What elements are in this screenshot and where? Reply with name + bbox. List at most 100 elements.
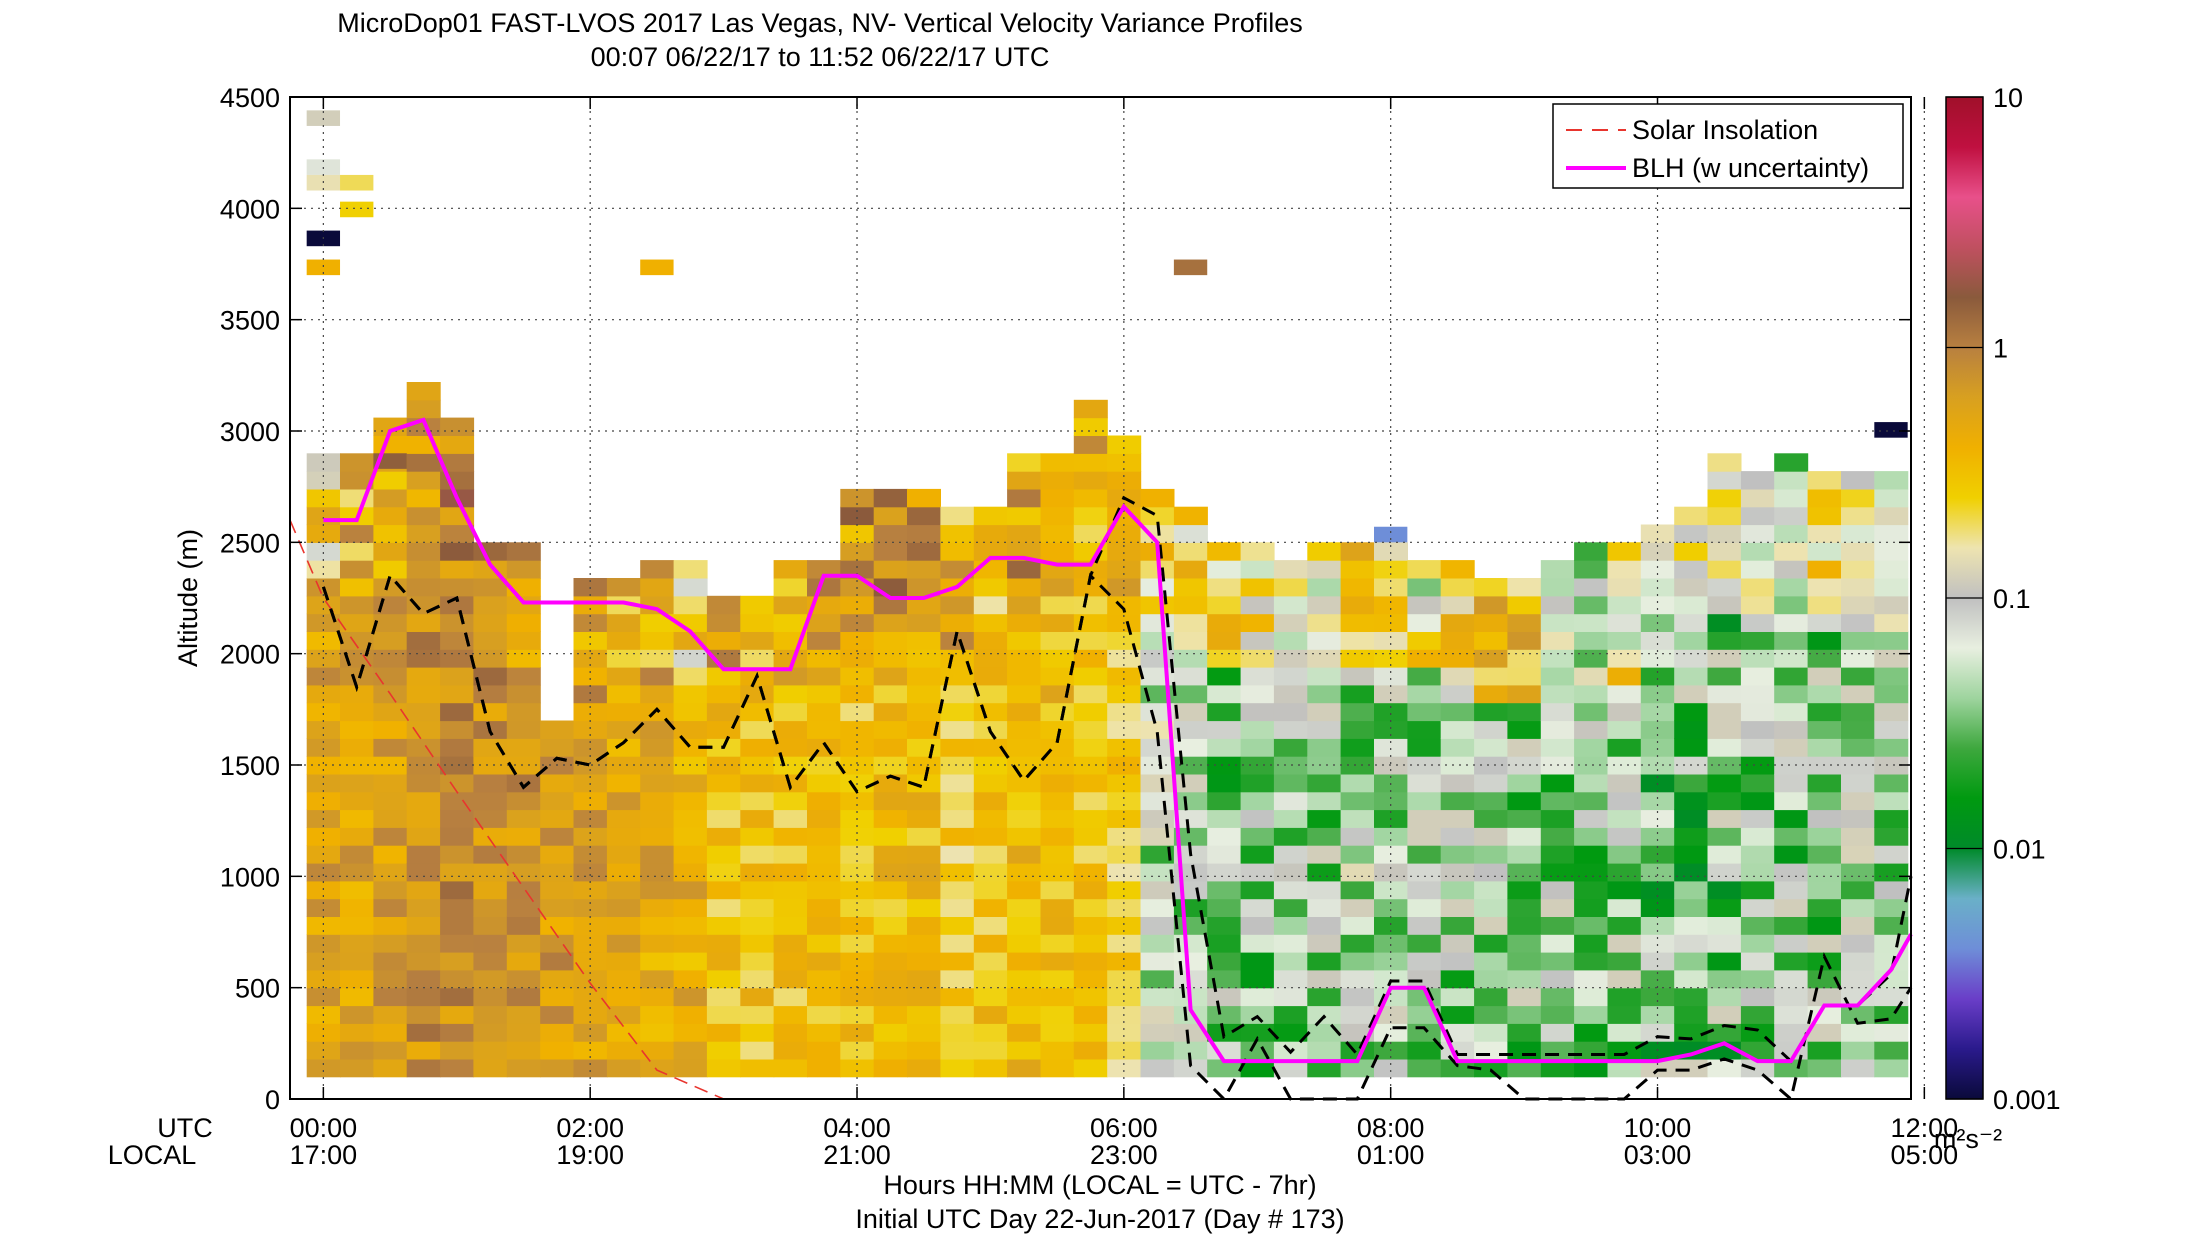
heatmap-cell (1674, 702, 1709, 722)
heatmap-cell (406, 969, 441, 989)
heatmap-cell (640, 827, 675, 846)
heatmap-cell (1707, 916, 1742, 935)
heatmap-cell (1674, 524, 1709, 543)
heatmap-cell (540, 952, 575, 971)
heatmap-cell (1307, 631, 1342, 650)
heatmap-cell (673, 845, 708, 864)
heatmap-cell (1140, 488, 1175, 508)
heatmap-cell (1507, 738, 1542, 757)
heatmap-cell (340, 471, 374, 490)
heatmap-cell (907, 916, 941, 935)
heatmap-cell (1540, 684, 1575, 704)
heatmap-cell (673, 773, 708, 793)
heatmap-cell (473, 987, 508, 1007)
heatmap-cell (1874, 560, 1909, 579)
heatmap-cell (1107, 738, 1142, 757)
y-tick-label: 0 (265, 1085, 280, 1115)
heatmap-cell (406, 738, 441, 757)
heatmap-cell (1374, 526, 1408, 543)
heatmap-cell (1140, 1023, 1175, 1042)
heatmap-cell (1607, 702, 1642, 722)
heatmap-cell (1640, 827, 1675, 846)
heatmap-cell (406, 453, 441, 472)
heatmap-cell (673, 1058, 708, 1078)
heatmap-cell (973, 809, 1008, 828)
heatmap-cell (1307, 773, 1342, 793)
heatmap-cell (1540, 578, 1575, 597)
heatmap-cell (1674, 827, 1709, 846)
heatmap-cell (1374, 542, 1408, 561)
heatmap-cell (873, 578, 908, 597)
heatmap-cell (940, 809, 975, 828)
heatmap-cell (1841, 791, 1875, 811)
heatmap-cell (1540, 631, 1575, 650)
heatmap-cell (1240, 667, 1275, 686)
heatmap-cell (440, 435, 475, 454)
heatmap-cell (1240, 560, 1275, 579)
heatmap-cell (1707, 1005, 1742, 1024)
heatmap-cell (1307, 667, 1342, 686)
heatmap-cell (1440, 863, 1475, 882)
heatmap-cell (873, 916, 908, 935)
heatmap-cell (1340, 613, 1375, 632)
heatmap-cell (907, 649, 941, 668)
heatmap-cell (406, 916, 441, 935)
heatmap-cell (1240, 916, 1275, 935)
heatmap-cell (1774, 578, 1809, 597)
heatmap-cell (373, 471, 408, 490)
heatmap-cell (606, 916, 641, 935)
heatmap-cell (406, 506, 441, 526)
heatmap-cell (1574, 560, 1609, 579)
heatmap-cell (1774, 560, 1809, 579)
heatmap-cell (606, 1005, 641, 1024)
heatmap-cell (1440, 631, 1475, 650)
heatmap-cell (706, 1058, 741, 1078)
heatmap-cell (1607, 756, 1642, 775)
heatmap-cell (640, 684, 675, 704)
heatmap-cell (1874, 1058, 1909, 1078)
heatmap-cell (706, 952, 741, 971)
heatmap-cell (640, 738, 675, 757)
heatmap-cell (706, 863, 741, 882)
heatmap-cell (1707, 649, 1742, 668)
heatmap-cell (673, 649, 708, 668)
heatmap-cell (1073, 471, 1108, 490)
heatmap-cell (1540, 952, 1575, 971)
heatmap-cell (473, 809, 508, 828)
heatmap-cell (606, 667, 641, 686)
heatmap-cell (1740, 488, 1775, 508)
blh-uncertainty-lower (321, 572, 1913, 1102)
heatmap-cell (1273, 738, 1308, 757)
heatmap-cell (573, 898, 608, 917)
heatmap-cell (840, 631, 875, 650)
y-tick-label: 4000 (220, 194, 280, 224)
heatmap-cell (1707, 667, 1742, 686)
heatmap-cell (1874, 756, 1909, 775)
heatmap-cell (1807, 595, 1842, 615)
heatmap-cell (1674, 667, 1709, 686)
heatmap-cell (706, 916, 741, 935)
heatmap-cell (1107, 702, 1142, 722)
heatmap-cell (1874, 1041, 1909, 1060)
heatmap-cell (406, 987, 441, 1007)
heatmap-cell (1007, 952, 1042, 971)
heatmap-cell (1140, 898, 1175, 917)
heatmap-cell (306, 756, 341, 775)
heatmap-cell (306, 259, 341, 276)
heatmap-cell (1640, 560, 1675, 579)
heatmap-cell (1140, 827, 1175, 846)
heatmap-cell (1841, 809, 1875, 828)
heatmap-cell (306, 506, 341, 526)
heatmap-cell (740, 613, 775, 632)
heatmap-cell (807, 613, 841, 632)
heatmap-cell (573, 916, 608, 935)
heatmap-cell (1574, 578, 1609, 597)
x-tick-label-local: 01:00 (1357, 1140, 1425, 1170)
heatmap-cell (473, 578, 508, 597)
heatmap-cell (740, 880, 775, 900)
heatmap-cell (940, 613, 975, 632)
heatmap-cell (340, 613, 374, 632)
heatmap-cell (506, 934, 541, 953)
heatmap-cell (1040, 488, 1075, 508)
heatmap-cell (1540, 1023, 1575, 1042)
